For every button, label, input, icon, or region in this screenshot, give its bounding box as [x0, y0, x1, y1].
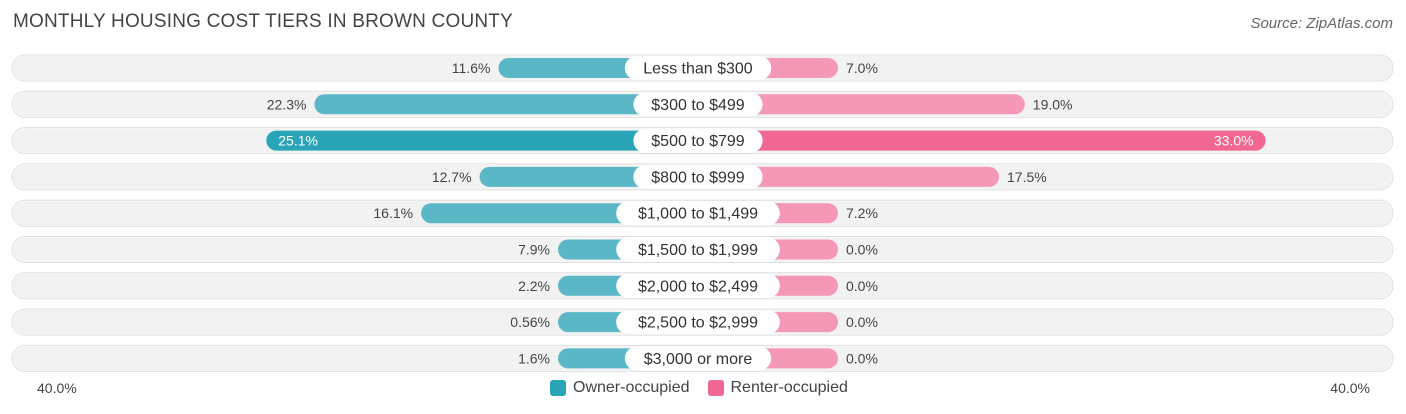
category-pill	[633, 164, 763, 189]
category-label: Less than $300	[643, 61, 753, 78]
legend: Owner-occupied Renter-occupied	[550, 379, 866, 397]
category-pill	[616, 273, 780, 298]
owner-bar	[314, 94, 698, 115]
category-label: $1,500 to $1,999	[638, 242, 758, 259]
owner-value-label: 11.6%	[452, 60, 491, 76]
axis-left-label: 40.0%	[37, 380, 77, 396]
category-label: $800 to $999	[651, 169, 745, 186]
legend-owner: Owner-occupied	[550, 379, 690, 397]
category-pill	[616, 237, 780, 262]
category-pill	[624, 56, 772, 80]
renter-value-label: 0.0%	[846, 242, 878, 258]
category-pill	[616, 201, 780, 226]
renter-value-label: 7.2%	[846, 205, 878, 221]
category-pill	[633, 128, 763, 153]
renter-value-label: 0.0%	[846, 350, 878, 366]
owner-value-label: 2.2%	[518, 278, 550, 294]
legend-renter-label: Renter-occupied	[730, 379, 848, 396]
renter-bar	[698, 166, 999, 187]
owner-value-label: 0.56%	[510, 314, 550, 330]
owner-bar	[266, 130, 698, 151]
category-label: $2,000 to $2,499	[638, 278, 758, 295]
owner-value-label: 12.7%	[432, 169, 472, 185]
category-label: $3,000 or more	[644, 351, 753, 368]
chart-title: MONTHLY HOUSING COST TIERS IN BROWN COUN…	[13, 11, 513, 32]
owner-value-label: 7.9%	[518, 242, 550, 258]
category-label: $500 to $799	[651, 133, 745, 150]
category-pill	[633, 92, 763, 117]
category-pill	[624, 346, 772, 371]
renter-value-label: 0.0%	[846, 314, 878, 330]
legend-owner-label: Owner-occupied	[573, 379, 690, 396]
owner-value-label: 22.3%	[267, 96, 307, 112]
axis-right-label: 40.0%	[1330, 380, 1370, 396]
legend-renter-swatch	[707, 380, 724, 396]
legend-renter: Renter-occupied	[707, 379, 848, 397]
renter-bar	[698, 130, 1266, 151]
renter-value-label: 17.5%	[1007, 169, 1047, 185]
category-label: $1,000 to $1,499	[638, 206, 758, 223]
renter-value-label: 19.0%	[1033, 96, 1073, 112]
renter-value-label: 0.0%	[846, 278, 878, 294]
owner-value-label: 1.6%	[518, 350, 550, 366]
category-label: $300 to $499	[651, 97, 745, 114]
legend-owner-swatch	[550, 380, 566, 396]
renter-value-label: 7.0%	[846, 60, 878, 76]
category-label: $2,500 to $2,999	[638, 315, 758, 332]
source-label: Source: ZipAtlas.com	[1250, 15, 1393, 32]
category-pill	[616, 310, 780, 335]
owner-value-label: 16.1%	[373, 205, 413, 221]
owner-value-label: 25.1%	[278, 133, 318, 149]
renter-bar	[698, 94, 1025, 115]
renter-value-label: 33.0%	[1214, 133, 1254, 149]
